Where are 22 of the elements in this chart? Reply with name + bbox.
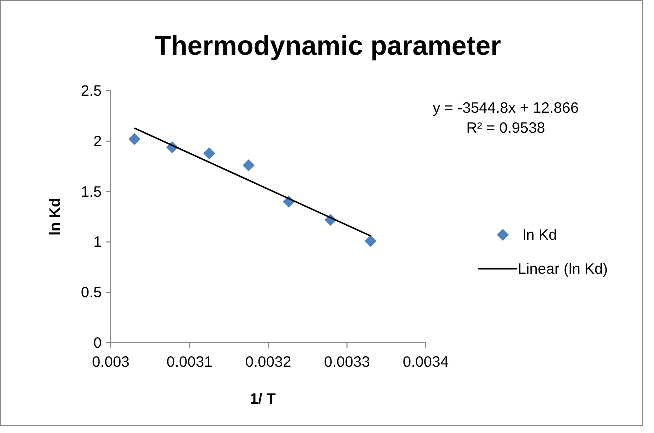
- x-tick-label: 0.0032: [246, 354, 292, 371]
- chart-title: Thermodynamic parameter: [154, 31, 502, 61]
- legend-label: ln Kd: [523, 227, 558, 244]
- point: [364, 235, 377, 248]
- x-tick-label: 0.0034: [403, 354, 449, 371]
- y-tick-label: 0: [94, 335, 102, 352]
- y-tick-label: 1.5: [81, 184, 102, 201]
- legend-label: Linear (ln Kd): [518, 261, 608, 278]
- point: [128, 133, 141, 146]
- point: [203, 147, 216, 160]
- y-tick-label: 0.5: [81, 284, 102, 302]
- x-axis-title: 1/ T: [250, 391, 276, 408]
- y-tick-label: 2: [94, 133, 102, 150]
- point: [242, 160, 255, 172]
- x-tick-label: 0.0033: [324, 354, 370, 371]
- text: y = -3544.8x + 12.866: [433, 100, 579, 117]
- x-tick-label: 0.003: [92, 354, 130, 371]
- text: R² = 0.9538: [466, 120, 546, 137]
- y-tick-label: 2.5: [81, 83, 102, 100]
- y-tick-label: 1: [94, 234, 102, 252]
- x-tick-label: 0.0031: [166, 354, 213, 371]
- y-axis-title: ln Kd: [47, 198, 64, 236]
